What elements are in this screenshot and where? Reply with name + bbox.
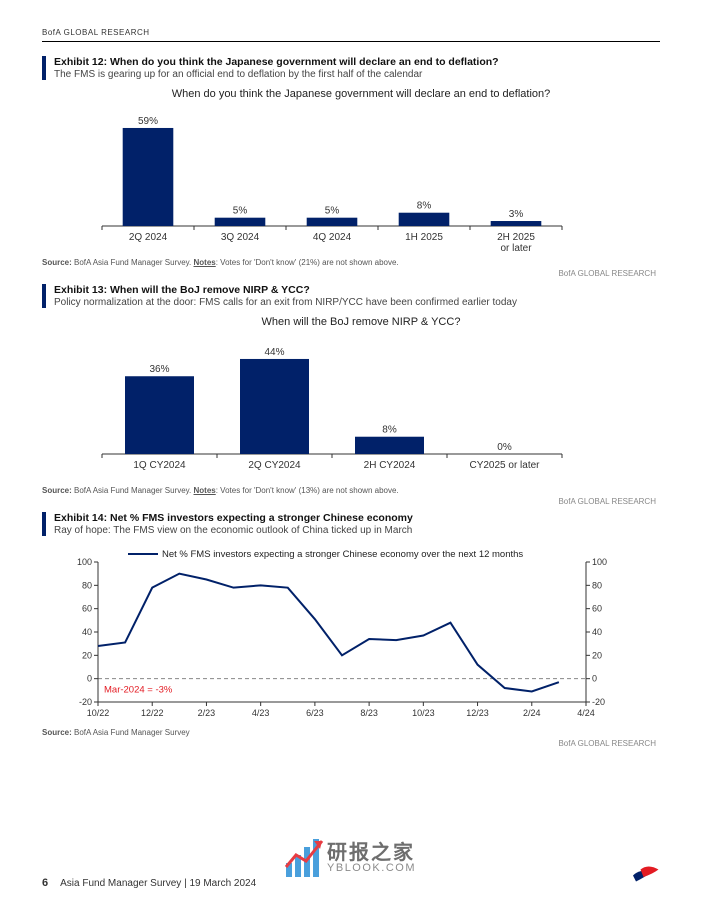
svg-text:100: 100 bbox=[592, 557, 607, 567]
svg-text:2/23: 2/23 bbox=[198, 708, 216, 718]
exhibit-12-chart-title: When do you think the Japanese governmen… bbox=[72, 88, 650, 100]
svg-text:44%: 44% bbox=[264, 347, 284, 358]
svg-text:8/23: 8/23 bbox=[360, 708, 378, 718]
svg-text:3%: 3% bbox=[509, 209, 524, 220]
exhibit-14-chart: Net % FMS investors expecting a stronger… bbox=[62, 544, 622, 724]
svg-text:12/22: 12/22 bbox=[141, 708, 164, 718]
svg-text:0: 0 bbox=[592, 674, 597, 684]
exhibit-14-header: Exhibit 14: Net % FMS investors expectin… bbox=[42, 512, 660, 536]
exhibit-12: Exhibit 12: When do you think the Japane… bbox=[42, 56, 660, 278]
exhibit-14: Exhibit 14: Net % FMS investors expectin… bbox=[42, 512, 660, 748]
exhibit-12-source: Source: BofA Asia Fund Manager Survey. N… bbox=[42, 258, 660, 267]
svg-text:6/23: 6/23 bbox=[306, 708, 324, 718]
svg-text:80: 80 bbox=[82, 580, 92, 590]
svg-text:12/23: 12/23 bbox=[466, 708, 489, 718]
svg-text:59%: 59% bbox=[138, 116, 158, 127]
svg-text:20: 20 bbox=[592, 650, 602, 660]
exhibit-12-header: Exhibit 12: When do you think the Japane… bbox=[42, 56, 660, 80]
svg-text:2Q 2024: 2Q 2024 bbox=[129, 232, 168, 243]
svg-text:100: 100 bbox=[77, 557, 92, 567]
exhibit-14-subtitle: Ray of hope: The FMS view on the economi… bbox=[54, 525, 660, 536]
svg-text:4Q 2024: 4Q 2024 bbox=[313, 232, 352, 243]
svg-text:8%: 8% bbox=[417, 201, 432, 212]
svg-text:3Q 2024: 3Q 2024 bbox=[221, 232, 260, 243]
svg-text:10/22: 10/22 bbox=[87, 708, 110, 718]
svg-text:5%: 5% bbox=[233, 206, 248, 217]
page-number: 6 bbox=[42, 877, 48, 889]
svg-text:0: 0 bbox=[87, 674, 92, 684]
svg-text:CY2025 or later: CY2025 or later bbox=[469, 460, 540, 471]
footer-doc-title: Asia Fund Manager Survey | 19 March 2024 bbox=[60, 878, 256, 889]
svg-text:5%: 5% bbox=[325, 206, 340, 217]
svg-text:2H CY2024: 2H CY2024 bbox=[364, 460, 416, 471]
exhibit-13-subtitle: Policy normalization at the door: FMS ca… bbox=[54, 297, 660, 308]
exhibit-13-header: Exhibit 13: When will the BoJ remove NIR… bbox=[42, 284, 660, 308]
svg-text:-20: -20 bbox=[592, 697, 605, 707]
svg-text:0%: 0% bbox=[497, 442, 512, 453]
svg-text:or later: or later bbox=[500, 243, 532, 254]
exhibit-12-subtitle: The FMS is gearing up for an official en… bbox=[54, 69, 660, 80]
exhibit-14-title: Exhibit 14: Net % FMS investors expectin… bbox=[54, 512, 660, 524]
exhibit-14-source: Source: BofA Asia Fund Manager Survey bbox=[42, 728, 660, 737]
svg-text:40: 40 bbox=[592, 627, 602, 637]
svg-text:2/24: 2/24 bbox=[523, 708, 541, 718]
bofa-logo-icon bbox=[630, 859, 660, 889]
exhibit-14-attribution: BofA GLOBAL RESEARCH bbox=[42, 739, 656, 748]
exhibit-13-chart: 36% 1Q CY2024 44% 2Q CY2024 8% 2H CY2024 0% CY2… bbox=[72, 332, 592, 482]
svg-text:Mar-2024 = -3%: Mar-2024 = -3% bbox=[104, 685, 173, 696]
svg-text:1Q CY2024: 1Q CY2024 bbox=[133, 460, 186, 471]
exhibit-12-title: Exhibit 12: When do you think the Japane… bbox=[54, 56, 660, 68]
svg-text:4/24: 4/24 bbox=[577, 708, 595, 718]
svg-text:-20: -20 bbox=[79, 697, 92, 707]
svg-text:20: 20 bbox=[82, 650, 92, 660]
exhibit-13-title: Exhibit 13: When will the BoJ remove NIR… bbox=[54, 284, 660, 296]
svg-text:4/23: 4/23 bbox=[252, 708, 270, 718]
svg-text:36%: 36% bbox=[149, 364, 169, 375]
svg-text:2H 2025: 2H 2025 bbox=[497, 232, 535, 243]
exhibit-13-source: Source: BofA Asia Fund Manager Survey. N… bbox=[42, 486, 660, 495]
exhibit-12-chart: 59% 2Q 2024 5% 3Q 2024 5% 4Q 2024 8% 1H 2025 3% 2… bbox=[72, 104, 592, 254]
svg-text:Net % FMS investors expecting: Net % FMS investors expecting a stronger… bbox=[162, 549, 523, 560]
exhibit-13-chart-title: When will the BoJ remove NIRP & YCC? bbox=[72, 316, 650, 328]
exhibit-13: Exhibit 13: When will the BoJ remove NIR… bbox=[42, 284, 660, 506]
svg-text:40: 40 bbox=[82, 627, 92, 637]
svg-text:60: 60 bbox=[82, 604, 92, 614]
exhibit-12-attribution: BofA GLOBAL RESEARCH bbox=[42, 269, 656, 278]
page-header-brand: BofA GLOBAL RESEARCH bbox=[42, 28, 660, 42]
svg-text:60: 60 bbox=[592, 604, 602, 614]
svg-text:8%: 8% bbox=[382, 425, 397, 436]
svg-text:1H 2025: 1H 2025 bbox=[405, 232, 443, 243]
svg-text:10/23: 10/23 bbox=[412, 708, 435, 718]
svg-text:80: 80 bbox=[592, 580, 602, 590]
exhibit-13-attribution: BofA GLOBAL RESEARCH bbox=[42, 497, 656, 506]
svg-text:2Q CY2024: 2Q CY2024 bbox=[248, 460, 301, 471]
page-footer: 6 Asia Fund Manager Survey | 19 March 20… bbox=[42, 859, 660, 889]
